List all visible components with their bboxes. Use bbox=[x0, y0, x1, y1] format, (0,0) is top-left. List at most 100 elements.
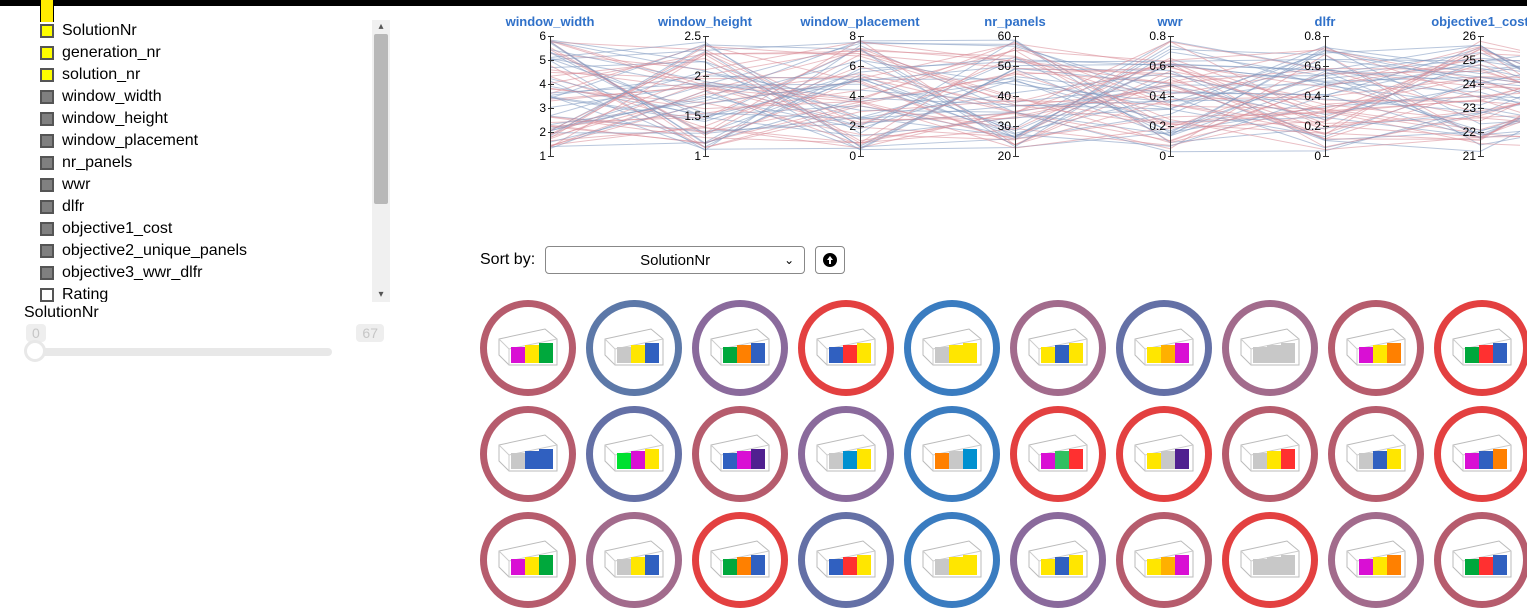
scroll-thumb[interactable] bbox=[374, 34, 388, 204]
solution-thumbnail[interactable] bbox=[904, 406, 1000, 502]
axis-tick: 0.6 bbox=[1304, 59, 1321, 73]
axis-title[interactable]: window_placement bbox=[780, 14, 940, 29]
dimension-checkbox[interactable] bbox=[40, 156, 54, 170]
solution-thumbnail[interactable] bbox=[692, 406, 788, 502]
dimension-row[interactable]: dlfr bbox=[20, 196, 390, 218]
dimension-checkbox[interactable] bbox=[40, 178, 54, 192]
solution-thumbnail[interactable] bbox=[1222, 300, 1318, 396]
solution-thumbnail[interactable] bbox=[1116, 512, 1212, 608]
solution-preview-icon bbox=[601, 325, 667, 371]
solution-thumbnail[interactable] bbox=[1116, 300, 1212, 396]
solution-thumbnail[interactable] bbox=[798, 406, 894, 502]
dimension-checkbox[interactable] bbox=[40, 244, 54, 258]
axis-tick: 26 bbox=[1463, 29, 1476, 43]
dimension-row[interactable]: objective2_unique_panels bbox=[20, 240, 390, 262]
solution-preview-icon bbox=[495, 325, 561, 371]
axis-tick: 22 bbox=[1463, 125, 1476, 139]
solution-preview-icon bbox=[495, 431, 561, 477]
dimension-checkbox[interactable] bbox=[40, 68, 54, 82]
solution-thumbnail[interactable] bbox=[480, 512, 576, 608]
solution-thumbnail[interactable] bbox=[1222, 512, 1318, 608]
solution-thumbnail[interactable] bbox=[1328, 512, 1424, 608]
solution-preview-icon bbox=[707, 325, 773, 371]
dimension-row[interactable]: wwr bbox=[20, 174, 390, 196]
solution-thumbnail[interactable] bbox=[1434, 300, 1527, 396]
solution-thumbnail[interactable] bbox=[1434, 512, 1527, 608]
axis-tick: 0.4 bbox=[1304, 89, 1321, 103]
solution-preview-icon bbox=[1449, 431, 1515, 477]
sort-controls: Sort by: SolutionNr ⌄ bbox=[480, 246, 1527, 274]
dimension-row[interactable]: solution_nr bbox=[20, 64, 390, 86]
dimension-row[interactable]: nr_panels bbox=[20, 152, 390, 174]
scroll-down-icon[interactable]: ▾ bbox=[372, 288, 390, 302]
dimension-checkbox[interactable] bbox=[40, 288, 54, 302]
axis-title[interactable]: window_width bbox=[470, 14, 630, 29]
solution-thumbnail[interactable] bbox=[1010, 406, 1106, 502]
axis-tick: 8 bbox=[849, 29, 856, 43]
solution-thumbnail[interactable] bbox=[480, 300, 576, 396]
sort-field-select[interactable]: SolutionNr ⌄ bbox=[545, 246, 805, 274]
axis-tick: 2.5 bbox=[684, 29, 701, 43]
axis-tick: 1 bbox=[694, 149, 701, 163]
solution-thumbnail[interactable] bbox=[1010, 512, 1106, 608]
solution-thumbnail[interactable] bbox=[1222, 406, 1318, 502]
solution-thumbnail[interactable] bbox=[904, 512, 1000, 608]
dimension-row[interactable]: window_placement bbox=[20, 130, 390, 152]
dimension-checkbox[interactable] bbox=[40, 46, 54, 60]
solution-thumbnail[interactable] bbox=[1328, 300, 1424, 396]
axis-tick: 6 bbox=[539, 29, 546, 43]
dimension-row[interactable]: generation_nr bbox=[20, 42, 390, 64]
dimension-row[interactable]: SolutionNr bbox=[20, 20, 390, 42]
axis-tick: 60 bbox=[998, 29, 1011, 43]
dimension-row[interactable]: objective3_wwr_dlfr bbox=[20, 262, 390, 284]
axis-tick: 40 bbox=[998, 89, 1011, 103]
axis-line bbox=[1480, 36, 1481, 156]
solution-thumbnail[interactable] bbox=[586, 300, 682, 396]
solution-preview-icon bbox=[495, 537, 561, 583]
solution-thumbnail[interactable] bbox=[586, 512, 682, 608]
dimension-checkbox[interactable] bbox=[40, 134, 54, 148]
solution-thumbnail[interactable] bbox=[1328, 406, 1424, 502]
dimension-row[interactable]: window_height bbox=[20, 108, 390, 130]
solution-thumbnail[interactable] bbox=[692, 512, 788, 608]
dimension-checkbox[interactable] bbox=[40, 90, 54, 104]
solution-thumbnail[interactable] bbox=[480, 406, 576, 502]
axis-tick: 1.5 bbox=[684, 109, 701, 123]
axis-title[interactable]: wwr bbox=[1090, 14, 1250, 29]
parallel-coordinates-chart[interactable]: window_width123456window_height11.522.5w… bbox=[480, 36, 1520, 216]
axis-line bbox=[550, 36, 551, 156]
solution-preview-icon bbox=[1343, 325, 1409, 371]
dimension-row[interactable]: Rating bbox=[20, 284, 390, 302]
solution-thumbnail[interactable] bbox=[1116, 406, 1212, 502]
axis-tick: 0.2 bbox=[1304, 119, 1321, 133]
solution-grid bbox=[480, 300, 1527, 608]
solution-thumbnail[interactable] bbox=[798, 300, 894, 396]
dimension-checkbox[interactable] bbox=[40, 24, 54, 38]
dimension-checkbox[interactable] bbox=[40, 112, 54, 126]
scroll-up-icon[interactable]: ▴ bbox=[372, 20, 390, 34]
axis-tick: 0 bbox=[1159, 149, 1166, 163]
solution-thumbnail[interactable] bbox=[1434, 406, 1527, 502]
solution-thumbnail[interactable] bbox=[586, 406, 682, 502]
dimension-row[interactable]: objective1_cost bbox=[20, 218, 390, 240]
solution-preview-icon bbox=[1449, 537, 1515, 583]
slider-thumb[interactable] bbox=[24, 340, 46, 362]
solution-preview-icon bbox=[919, 431, 985, 477]
slider-track[interactable] bbox=[32, 348, 332, 356]
dimension-row[interactable]: window_width bbox=[20, 86, 390, 108]
dimension-checkbox[interactable] bbox=[40, 266, 54, 280]
checklist-scrollbar[interactable]: ▴ ▾ bbox=[372, 20, 390, 302]
axis-title[interactable]: objective1_cost bbox=[1400, 14, 1527, 29]
axis-title[interactable]: window_height bbox=[625, 14, 785, 29]
solution-thumbnail[interactable] bbox=[1010, 300, 1106, 396]
solution-thumbnail[interactable] bbox=[692, 300, 788, 396]
sort-selected-value: SolutionNr bbox=[640, 252, 710, 269]
axis-title[interactable]: dlfr bbox=[1245, 14, 1405, 29]
solution-thumbnail[interactable] bbox=[798, 512, 894, 608]
filter-slider-section: SolutionNr 0 67 bbox=[20, 302, 390, 358]
solution-thumbnail[interactable] bbox=[904, 300, 1000, 396]
dimension-checkbox[interactable] bbox=[40, 200, 54, 214]
dimension-checkbox[interactable] bbox=[40, 222, 54, 236]
axis-title[interactable]: nr_panels bbox=[935, 14, 1095, 29]
sort-direction-button[interactable] bbox=[815, 246, 845, 274]
